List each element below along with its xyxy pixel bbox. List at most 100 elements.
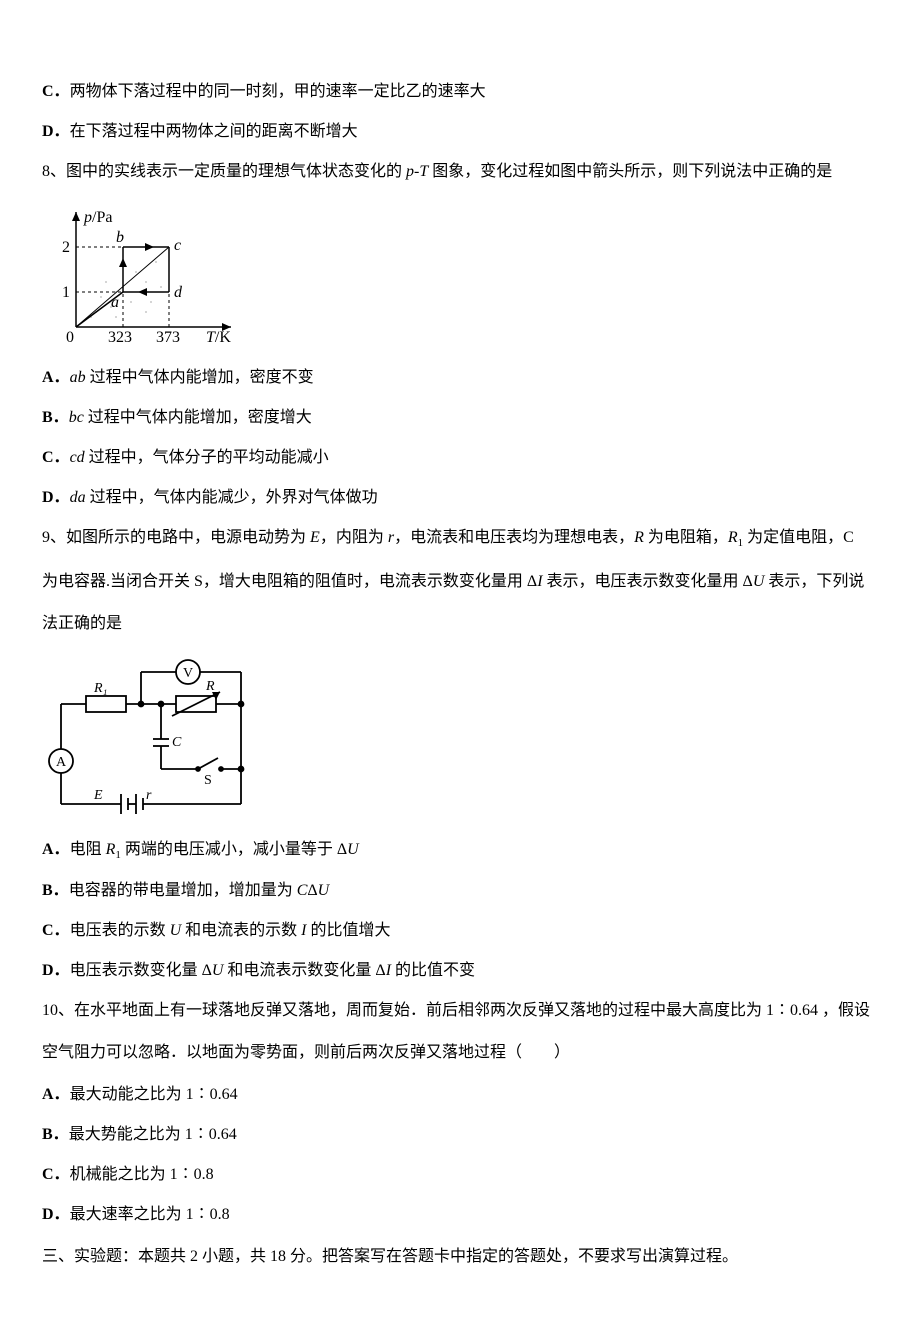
t: 电容器的带电量增加，增加量为 [69,882,297,899]
t: 在水平地面上有一球落地反弹又落地，周而复始．前后相邻两次反弹又落地的过程中最大高… [74,1002,870,1019]
q10-opt-c: C．机械能之比为 1∶0.8 [42,1163,878,1187]
q7-opt-c: C．两物体下落过程中的同一时刻，甲的速率一定比乙的速率大 [42,80,878,104]
opt-label: C． [42,449,70,466]
ytick-1: 1 [62,284,70,301]
q8-num: 8、 [42,163,66,180]
q9-opt-c: C．电压表的示数 U 和电流表的示数 I 的比值增大 [42,919,878,943]
t: 和电流表的示数 [181,922,301,939]
q10-opt-b: B．最大势能之比为 1∶0.64 [42,1123,878,1147]
t: 两端的电压减小，减小量等于 Δ [121,841,347,858]
opt-pre: cd [70,449,85,466]
sym: U [318,882,330,899]
opt-pre: ab [70,369,86,386]
sym: U [170,922,182,939]
t: ，电流表和电压表均为理想电表， [394,529,634,546]
q10-opt-d: D．最大速率之比为 1∶0.8 [42,1203,878,1227]
t: 和电流表示数变化量 Δ [223,962,385,979]
section-3-heading: 三、实验题：本题共 2 小题，共 18 分。把答案写在答题卡中指定的答题处，不要… [42,1245,878,1269]
opt-label: A． [42,369,70,386]
opt-text: 机械能之比为 1∶0.8 [70,1166,214,1183]
opt-text: 在下落过程中两物体之间的距离不断增大 [70,123,358,140]
sym: C [297,882,308,899]
q10-num: 10、 [42,1002,74,1019]
switch-label: S [204,773,212,788]
emf-e: E [93,788,103,803]
q9-stem-line1: 9、如图所示的电路中，电源电动势为 E，内阻为 r，电流表和电压表均为理想电表，… [42,526,878,552]
opt-label: B． [42,1126,69,1143]
circuit-svg: V R₁ R C [46,654,266,824]
sym-U: U [753,573,765,590]
pt-b: b [116,229,124,246]
t: 如图所示的电路中，电源电动势为 [66,529,310,546]
q10-opt-a: A．最大动能之比为 1∶0.64 [42,1083,878,1107]
r-label: R [205,679,215,694]
t: Δ [307,882,317,899]
t: 电压表的示数 [70,922,170,939]
opt-label: C． [42,1166,70,1183]
t: 电压表示数变化量 Δ [70,962,212,979]
q10-stem-line1: 10、在水平地面上有一球落地反弹又落地，周而复始．前后相邻两次反弹又落地的过程中… [42,999,878,1023]
opt-label: A． [42,841,70,858]
opt-text: 两物体下落过程中的同一时刻，甲的速率一定比乙的速率大 [70,83,486,100]
opt-label: D． [42,962,70,979]
pt-c: c [174,237,181,254]
q10-stem-line2: 空气阻力可以忽略．以地面为零势面，则前后两次反弹又落地过程（ ） [42,1041,878,1065]
opt-label: D． [42,489,70,506]
voltmeter-label: V [183,666,193,681]
opt-text: 过程中气体内能增加，密度不变 [86,369,314,386]
xtick-2: 373 [156,329,180,346]
q9-opt-d: D．电压表示数变化量 ΔU 和电流表示数变化量 ΔI 的比值不变 [42,959,878,983]
q7-opt-d: D．在下落过程中两物体之间的距离不断增大 [42,120,878,144]
pt-a: a [111,294,119,311]
t: ，内阻为 [320,529,388,546]
pt-diagram-svg: p/Pa T/K 0 1 2 323 373 [46,202,246,352]
ammeter-label: A [56,755,67,770]
opt-text: 过程中气体内能增加，密度增大 [84,409,312,426]
t: 的比值增大 [306,922,390,939]
opt-pre: da [70,489,86,506]
q8-opt-b: B．bc 过程中气体内能增加，密度增大 [42,406,878,430]
q9-stem-line2: 为电容器.当闭合开关 S，增大电阻箱的阻值时，电流表示数变化量用 ΔI 表示，电… [42,570,878,594]
q8-stem-b: 图象，变化过程如图中箭头所示，则下列说法中正确的是 [428,163,832,180]
t: 表示，下列说 [764,573,864,590]
opt-label: A． [42,1086,70,1103]
opt-label: D． [42,123,70,140]
q8-opt-a: A．ab 过程中气体内能增加，密度不变 [42,366,878,390]
t: 表示，电压表示数变化量用 Δ [543,573,753,590]
sym-R1: R [728,529,738,546]
y-axis-label: p/Pa [83,209,112,226]
pt-d: d [174,284,183,301]
q9-stem-line3: 法正确的是 [42,612,878,636]
opt-label: C． [42,83,70,100]
opt-label: B． [42,882,69,899]
opt-text: 最大速率之比为 1∶0.8 [70,1206,230,1223]
t: 为电容器.当闭合开关 S，增大电阻箱的阻值时，电流表示数变化量用 Δ [42,573,537,590]
opt-label: C． [42,922,70,939]
t: 电阻 [70,841,106,858]
sym: U [212,962,224,979]
q8-stem: 8、图中的实线表示一定质量的理想气体状态变化的 p-T 图象，变化过程如图中箭头… [42,160,878,184]
q9-opt-a: A．电阻 R1 两端的电压减小，减小量等于 ΔU [42,838,878,864]
opt-label: B． [42,409,69,426]
q8-stem-a: 图中的实线表示一定质量的理想气体状态变化的 [66,163,406,180]
xtick-1: 323 [108,329,132,346]
ytick-2: 2 [62,239,70,256]
sym: R [106,841,116,858]
opt-text: 过程中，气体分子的平均动能减小 [85,449,329,466]
c-label: C [172,735,182,750]
q8-figure: p/Pa T/K 0 1 2 323 373 [42,202,878,352]
emf-r: r [146,788,152,803]
q8-opt-d: D．da 过程中，气体内能减少，外界对气体做功 [42,486,878,510]
t: 为定值电阻，C [743,529,854,546]
sym: U [347,841,359,858]
opt-text: 最大势能之比为 1∶0.64 [69,1126,237,1143]
origin-label: 0 [66,329,74,346]
q9-figure: V R₁ R C [42,654,878,824]
opt-text: 最大动能之比为 1∶0.64 [70,1086,238,1103]
sym-R: R [634,529,644,546]
q9-num: 9、 [42,529,66,546]
q8-pt: p-T [406,163,428,180]
t: 的比值不变 [391,962,475,979]
opt-pre: bc [69,409,84,426]
x-axis-label: T/K [206,329,231,346]
